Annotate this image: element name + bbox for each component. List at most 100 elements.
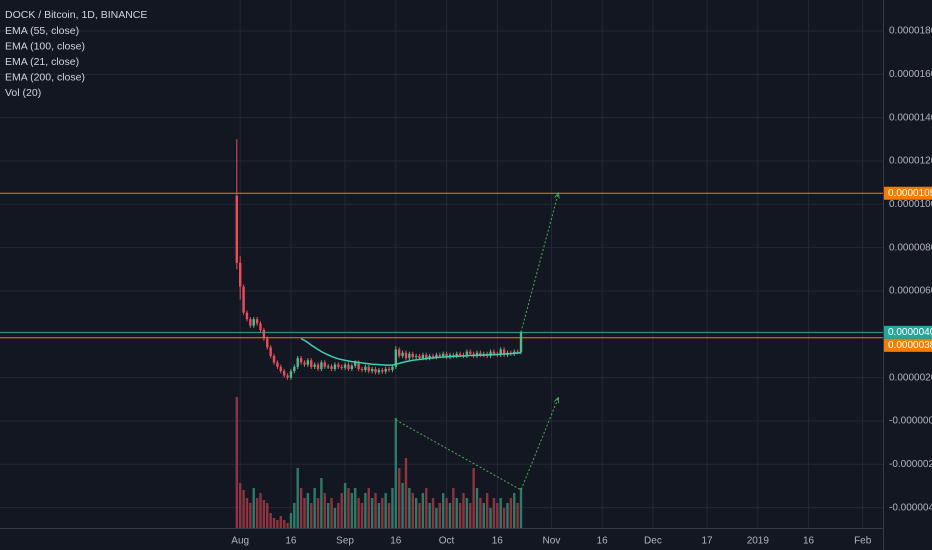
volume-bar [462, 493, 465, 528]
candle-body [330, 366, 333, 369]
volume-bar [401, 483, 404, 528]
candle-body [316, 364, 320, 369]
candle-body [411, 353, 414, 358]
volume-bar [438, 503, 442, 528]
candle-body [414, 355, 418, 358]
candle-body [320, 362, 323, 369]
candle-body [458, 353, 462, 355]
candle-body [431, 355, 435, 358]
x-tick-label: Oct [439, 536, 455, 547]
x-tick-label: 16 [597, 536, 609, 547]
volume-bar [431, 498, 435, 528]
x-tick-label: Sep [336, 536, 354, 547]
price-label-box [884, 186, 932, 200]
candle-body [408, 353, 411, 359]
candle-body [299, 358, 303, 363]
volume-bar [289, 513, 293, 528]
y-tick-label: -0.00000000 [889, 416, 932, 427]
candle-body [282, 371, 286, 376]
y-tick-label: 0.00001200 [889, 156, 932, 167]
volume-bar [347, 488, 350, 528]
candle-body [435, 354, 438, 358]
candle-body [516, 351, 519, 353]
volume-bar [242, 490, 245, 528]
volume-bar [384, 493, 387, 528]
volume-bar [320, 478, 323, 528]
x-tick-label: 16 [285, 536, 297, 547]
y-tick-label: 0.00001000 [889, 199, 932, 210]
candle-body [479, 352, 482, 355]
volume-projection [395, 398, 558, 491]
candle-body [374, 368, 377, 373]
y-tick-label: 0.00000800 [889, 242, 932, 253]
volume-bar [387, 503, 391, 528]
candle-body [354, 362, 357, 366]
indicator-label: EMA (55, close) [5, 25, 79, 37]
price-label: 0.00000384 [888, 340, 932, 351]
volume-bar [441, 493, 445, 528]
volume-bar [279, 516, 283, 528]
volume-bar [435, 508, 438, 528]
volume-bar [482, 503, 485, 528]
candle-body [482, 353, 485, 355]
candle-body [391, 366, 394, 371]
volume-bar [286, 523, 289, 528]
volume-bar [465, 498, 469, 528]
x-tick-label: 2019 [747, 536, 770, 547]
volume-bar [394, 418, 398, 528]
volume-bar [455, 498, 458, 528]
candle-body [452, 354, 455, 356]
candle-body [340, 366, 343, 368]
volume-bar [313, 488, 316, 528]
volume-bar [276, 520, 279, 528]
volume-bar [316, 498, 320, 528]
indicator-label: EMA (200, close) [5, 71, 85, 83]
volume-bar [499, 498, 502, 528]
volume-bar [266, 503, 269, 528]
volume-bar [333, 508, 337, 528]
candle-body [333, 364, 337, 369]
candle-body [492, 351, 496, 354]
candle-body [364, 366, 367, 371]
candle-body [255, 319, 259, 324]
volume-bar [364, 493, 367, 528]
x-tick-label: Dec [644, 536, 662, 547]
candle-body [343, 364, 347, 368]
volume-bar [513, 493, 516, 528]
candle-body [360, 368, 364, 371]
price-label-box [884, 325, 932, 339]
candle-body [367, 366, 370, 372]
volume-bar [350, 493, 354, 528]
volume-bar [502, 508, 506, 528]
candle-body [279, 366, 283, 372]
candle-body [394, 349, 398, 367]
volume-bar [516, 503, 519, 528]
volume-bar [249, 503, 252, 528]
candle-body [377, 370, 381, 373]
volume-bar [428, 503, 431, 528]
x-tick-label: 16 [803, 536, 815, 547]
volume-bar [272, 518, 276, 528]
candle-body [401, 352, 404, 356]
candle-body [249, 319, 252, 326]
candle-body [357, 362, 360, 369]
volume-bar [506, 503, 509, 528]
y-tick-label: 0.00001400 [889, 112, 932, 123]
x-tick-label: 16 [390, 536, 402, 547]
volume-bar [303, 498, 306, 528]
volume-bar [367, 488, 370, 528]
ema-line [300, 337, 522, 366]
volume-bar [330, 498, 333, 528]
x-tick-label: 17 [702, 536, 714, 547]
volume-bar [323, 493, 326, 528]
volume-bar [414, 498, 418, 528]
candle-body [266, 338, 269, 348]
candle-body [272, 355, 276, 363]
candle-body [269, 347, 272, 356]
candle-body [381, 370, 384, 372]
volume-bar [340, 493, 343, 528]
candle-body [398, 349, 401, 356]
volume-bar [472, 468, 475, 528]
volume-bar [343, 483, 347, 528]
